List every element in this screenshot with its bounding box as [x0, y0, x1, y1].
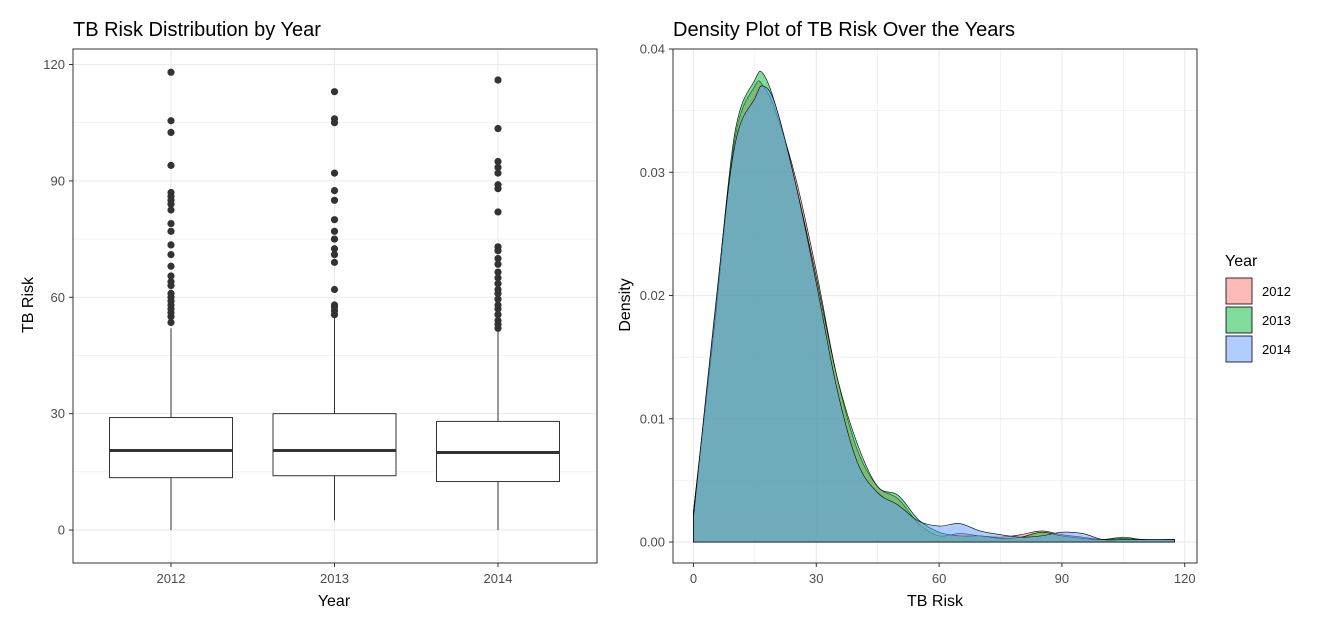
box-outlier-point — [494, 274, 502, 282]
box-2012 — [109, 68, 233, 531]
box-outlier-point — [494, 169, 502, 177]
density-area-2014 — [693, 85, 1175, 543]
box-outlier-point — [167, 318, 175, 327]
density-chart: Density Plot of TB Risk Over the Years 0… — [617, 19, 1198, 610]
box-outlier-point — [494, 295, 502, 303]
boxplot-y-axis-title: TB Risk — [20, 276, 37, 333]
box-body — [109, 417, 233, 479]
boxplot-y-tick-label: 60 — [51, 290, 65, 305]
boxplot-x-tick-label: 2013 — [320, 571, 349, 586]
boxplot-y-tick-label: 120 — [43, 57, 65, 72]
box-outlier-point — [330, 235, 339, 243]
density-x-tick-label: 120 — [1174, 571, 1196, 586]
density-axes: 0.00 0.01 0.02 0.03 0.04 0 30 60 90 120 — [640, 42, 1196, 587]
density-y-tick-label: 0.03 — [640, 165, 665, 180]
boxplot-axes: 0 30 60 90 120 2012 2013 2014 — [43, 57, 512, 586]
density-x-tick-label: 90 — [1055, 571, 1069, 586]
boxplot-x-tick-label: 2014 — [484, 571, 513, 586]
legend-label: 2013 — [1262, 313, 1291, 328]
density-x-tick-label: 60 — [932, 571, 946, 586]
box-outlier-point — [330, 169, 339, 177]
density-panel-border — [672, 48, 1198, 564]
box-outlier-point — [494, 260, 502, 268]
box-outlier-point — [330, 285, 339, 294]
legend-key-swatch — [1225, 335, 1253, 363]
box-outlier-point — [494, 163, 502, 171]
box-outlier-point — [167, 278, 175, 286]
boxplot-x-tick-label: 2012 — [157, 571, 186, 586]
box-2013 — [272, 88, 397, 521]
box-body — [272, 413, 397, 477]
boxplot-title: TB Risk Distribution by Year — [73, 19, 321, 41]
legend-key-swatch — [1225, 277, 1253, 305]
box-outlier-point — [330, 196, 339, 204]
box-outlier-point — [167, 188, 175, 197]
boxplot-y-tick-label: 30 — [51, 406, 65, 421]
legend-item-2014: 2014 — [1225, 335, 1291, 363]
density-y-tick-label: 0.00 — [640, 535, 665, 550]
legend-label: 2012 — [1262, 284, 1291, 299]
legend-item-2013: 2013 — [1225, 306, 1291, 334]
box-outlier-point — [330, 301, 339, 309]
box-outlier-point — [330, 216, 339, 224]
boxplot-chart: TB Risk Distribution by Year 0 30 60 90 120 2… — [20, 19, 598, 610]
box-outlier-point — [167, 289, 175, 297]
box-outlier-point — [167, 219, 175, 228]
box-outlier-point — [167, 117, 175, 125]
boxplot-x-axis-title: Year — [318, 593, 351, 610]
box-outlier-point — [494, 301, 502, 309]
boxplot-boxes — [109, 68, 560, 531]
box-outlier-point — [167, 241, 175, 249]
density-x-tick-label: 0 — [690, 571, 697, 586]
box-outlier-point — [494, 76, 502, 84]
box-outlier-point — [167, 272, 175, 280]
legend-label: 2014 — [1262, 342, 1291, 357]
density-y-tick-label: 0.01 — [640, 411, 665, 426]
legend-items: 2012 2013 2014 — [1225, 277, 1291, 363]
box-outlier-point — [167, 128, 175, 137]
box-outlier-point — [494, 268, 502, 276]
box-outlier-point — [330, 245, 339, 253]
box-outlier-point — [494, 280, 502, 288]
box-outlier-point — [330, 88, 339, 96]
density-y-tick-label: 0.02 — [640, 288, 665, 303]
box-outlier-point — [494, 316, 502, 325]
box-outlier-point — [494, 311, 502, 319]
box-outlier-point — [330, 115, 339, 123]
box-2014 — [436, 76, 560, 531]
density-y-axis-title: Density — [617, 278, 634, 331]
boxplot-y-tick-label: 0 — [58, 523, 65, 538]
legend-title: Year — [1225, 253, 1258, 270]
box-outlier-point — [330, 258, 339, 266]
box-outlier-point — [494, 254, 502, 263]
density-x-axis-title: TB Risk — [907, 593, 964, 610]
density-title: Density Plot of TB Risk Over the Years — [673, 19, 1015, 41]
box-outlier-point — [494, 124, 502, 133]
boxplot-y-tick-label: 90 — [51, 173, 65, 188]
box-outlier-point — [330, 227, 339, 235]
box-outlier-point — [167, 227, 175, 235]
box-outlier-point — [494, 208, 502, 216]
legend: Year 2012 2013 2014 — [1225, 253, 1291, 363]
legend-item-2012: 2012 — [1225, 277, 1291, 305]
box-outlier-point — [167, 262, 175, 270]
box-outlier-point — [167, 251, 175, 259]
density-areas — [693, 70, 1175, 543]
box-outlier-point — [330, 251, 339, 259]
box-outlier-point — [494, 243, 502, 251]
box-outlier-point — [494, 181, 502, 189]
box-outlier-point — [167, 161, 175, 169]
density-x-tick-label: 30 — [809, 571, 823, 586]
density-y-tick-label: 0.04 — [640, 42, 665, 57]
box-outlier-point — [494, 285, 502, 294]
box-outlier-point — [330, 186, 339, 195]
box-outlier-point — [167, 68, 175, 76]
legend-key-swatch — [1225, 306, 1253, 334]
box-outlier-point — [167, 206, 175, 214]
box-outlier-point — [494, 157, 502, 166]
